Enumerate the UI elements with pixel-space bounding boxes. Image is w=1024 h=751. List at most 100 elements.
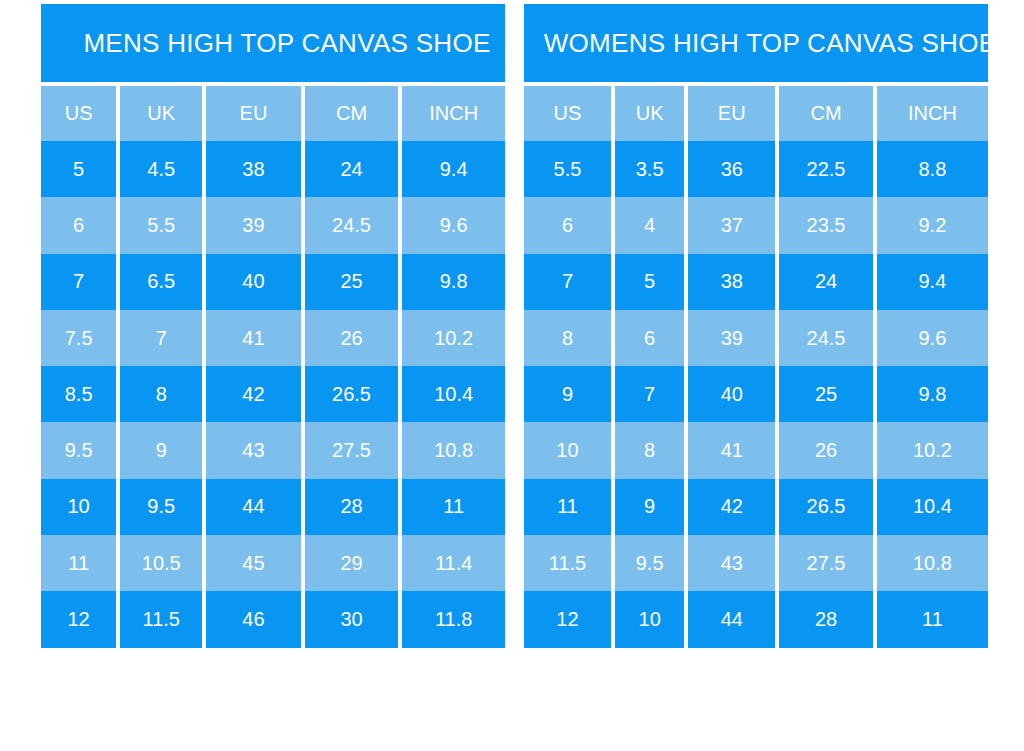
- size-cell: 42: [686, 479, 777, 535]
- column-header-eu: EU: [686, 86, 777, 141]
- size-cell: 5.5: [118, 197, 204, 253]
- size-cell: 23.5: [777, 197, 875, 253]
- size-cell: 9.2: [875, 197, 988, 253]
- column-header-row: USUKEUCMINCH: [41, 86, 505, 141]
- size-cell: 42: [204, 366, 303, 422]
- size-cell: 9: [524, 366, 613, 422]
- size-cell: 40: [204, 254, 303, 310]
- size-cell: 38: [686, 254, 777, 310]
- size-row: 5.53.53622.58.8: [524, 141, 988, 197]
- size-cell: 24: [303, 141, 401, 197]
- size-cell: 8.8: [875, 141, 988, 197]
- size-cell: 9: [118, 422, 204, 478]
- size-cell: 10: [41, 479, 118, 535]
- size-cell: 39: [204, 197, 303, 253]
- column-header-us: US: [41, 86, 118, 141]
- size-cell: 7: [41, 254, 118, 310]
- size-cell: 45: [204, 535, 303, 591]
- size-cell: 7: [613, 366, 686, 422]
- size-cell: 22.5: [777, 141, 875, 197]
- size-cell: 9.5: [613, 535, 686, 591]
- size-cell: 10.4: [875, 479, 988, 535]
- size-cell: 12: [524, 591, 613, 647]
- size-cell: 24.5: [777, 310, 875, 366]
- size-cell: 10.4: [400, 366, 505, 422]
- size-row: 7.57412610.2: [41, 310, 505, 366]
- size-cell: 7.5: [41, 310, 118, 366]
- size-cell: 9.8: [400, 254, 505, 310]
- size-cell: 4: [613, 197, 686, 253]
- size-cell: 8: [118, 366, 204, 422]
- column-header-uk: UK: [118, 86, 204, 141]
- column-header-cm: CM: [303, 86, 401, 141]
- size-row: 11.59.54327.510.8: [524, 535, 988, 591]
- size-cell: 38: [204, 141, 303, 197]
- size-charts-page: MENS HIGH TOP CANVAS SHOE USUKEUCMINCH54…: [0, 0, 1024, 648]
- size-cell: 9.8: [875, 366, 988, 422]
- size-cell: 26: [303, 310, 401, 366]
- size-cell: 11.5: [524, 535, 613, 591]
- size-cell: 9.5: [118, 479, 204, 535]
- size-cell: 10.8: [875, 535, 988, 591]
- size-cell: 11.5: [118, 591, 204, 647]
- column-header-us: US: [524, 86, 613, 141]
- size-cell: 7: [118, 310, 204, 366]
- column-header-cm: CM: [777, 86, 875, 141]
- size-cell: 25: [303, 254, 401, 310]
- mens-chart-title: MENS HIGH TOP CANVAS SHOE: [41, 4, 505, 82]
- size-cell: 10.2: [400, 310, 505, 366]
- size-cell: 39: [686, 310, 777, 366]
- size-cell: 5: [41, 141, 118, 197]
- size-cell: 6: [613, 310, 686, 366]
- size-cell: 24.5: [303, 197, 401, 253]
- womens-chart-title: WOMENS HIGH TOP CANVAS SHOE: [524, 4, 988, 82]
- size-row: 76.540259.8: [41, 254, 505, 310]
- size-row: 643723.59.2: [524, 197, 988, 253]
- size-cell: 9.5: [41, 422, 118, 478]
- column-header-inch: INCH: [875, 86, 988, 141]
- size-cell: 28: [303, 479, 401, 535]
- size-cell: 8: [524, 310, 613, 366]
- size-cell: 6: [524, 197, 613, 253]
- size-cell: 29: [303, 535, 401, 591]
- size-cell: 4.5: [118, 141, 204, 197]
- womens-size-table: USUKEUCMINCH5.53.53622.58.8643723.59.275…: [524, 86, 988, 648]
- size-row: 1110.5452911.4: [41, 535, 505, 591]
- size-cell: 27.5: [303, 422, 401, 478]
- size-cell: 6.5: [118, 254, 204, 310]
- size-cell: 3.5: [613, 141, 686, 197]
- column-header-row: USUKEUCMINCH: [524, 86, 988, 141]
- size-cell: 26.5: [777, 479, 875, 535]
- size-row: 65.53924.59.6: [41, 197, 505, 253]
- size-row: 1211.5463011.8: [41, 591, 505, 647]
- size-row: 1210442811: [524, 591, 988, 647]
- size-cell: 25: [777, 366, 875, 422]
- size-cell: 37: [686, 197, 777, 253]
- womens-size-chart: WOMENS HIGH TOP CANVAS SHOE USUKEUCMINCH…: [524, 4, 988, 648]
- size-cell: 9: [613, 479, 686, 535]
- size-cell: 9.6: [875, 310, 988, 366]
- column-header-eu: EU: [204, 86, 303, 141]
- size-cell: 12: [41, 591, 118, 647]
- size-cell: 10: [613, 591, 686, 647]
- size-cell: 41: [204, 310, 303, 366]
- size-cell: 43: [204, 422, 303, 478]
- size-cell: 46: [204, 591, 303, 647]
- size-row: 9.594327.510.8: [41, 422, 505, 478]
- size-cell: 5.5: [524, 141, 613, 197]
- size-cell: 11: [524, 479, 613, 535]
- size-cell: 7: [524, 254, 613, 310]
- size-cell: 26.5: [303, 366, 401, 422]
- size-cell: 44: [204, 479, 303, 535]
- size-cell: 44: [686, 591, 777, 647]
- column-header-inch: INCH: [400, 86, 505, 141]
- size-cell: 11: [875, 591, 988, 647]
- size-row: 1194226.510.4: [524, 479, 988, 535]
- size-cell: 10: [524, 422, 613, 478]
- size-cell: 36: [686, 141, 777, 197]
- size-cell: 40: [686, 366, 777, 422]
- size-cell: 9.6: [400, 197, 505, 253]
- size-cell: 26: [777, 422, 875, 478]
- size-cell: 9.4: [400, 141, 505, 197]
- size-row: 7538249.4: [524, 254, 988, 310]
